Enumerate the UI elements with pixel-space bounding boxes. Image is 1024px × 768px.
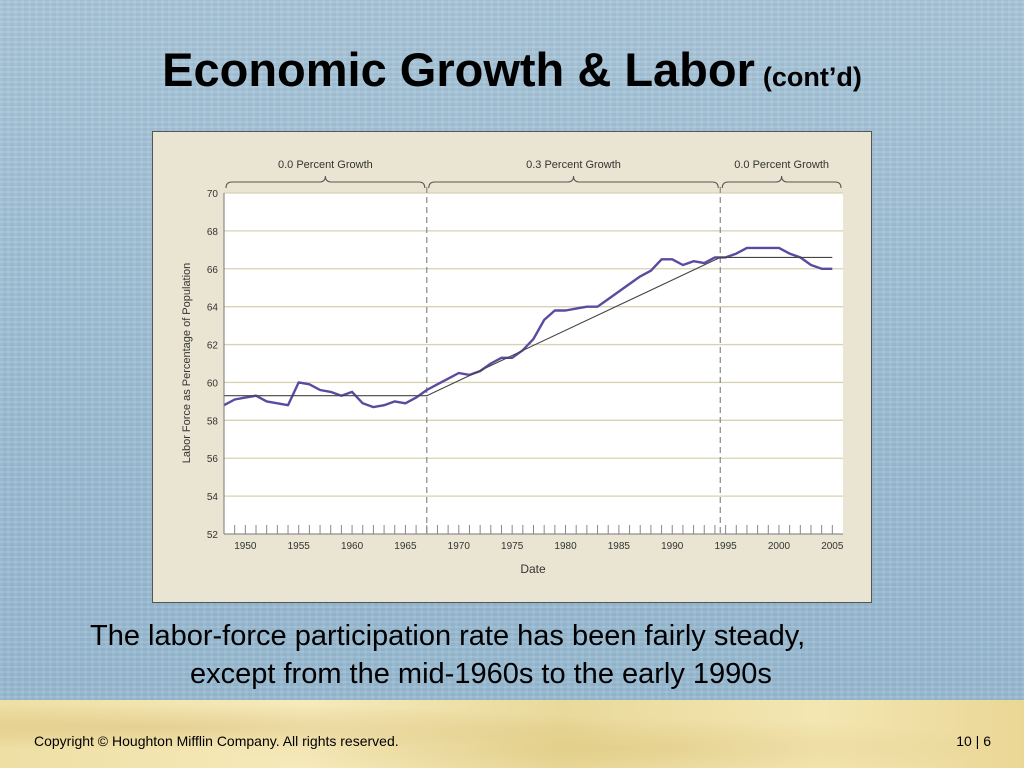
series-lines: [223, 246, 833, 409]
slide-title-main: Economic Growth & Labor: [162, 43, 755, 96]
x-tick-label: 1950: [234, 541, 257, 552]
x-tick-label: 1965: [394, 541, 417, 552]
chart-panel: 1950 1955 1960 1965 1970 1975 1980 1985 1990 1995…: [152, 131, 872, 603]
period-bracket: [225, 175, 426, 189]
copyright-text: Copyright © Houghton Mifflin Company. Al…: [34, 733, 399, 749]
period-label: 0.0 Percent Growth: [734, 159, 829, 171]
x-tick-labels: 1950 1955 1960 1965 1970 1975 1980 1985 1990 1995…: [234, 541, 844, 552]
period-label: 0.0 Percent Growth: [278, 159, 373, 171]
x-tick-label: 1985: [608, 541, 631, 552]
y-tick-labels: 52 54 56 58 60 62 64 66 68 70: [207, 189, 219, 541]
slide-title: Economic Growth & Labor (cont’d): [0, 42, 1024, 105]
series-line-participation: [223, 246, 833, 409]
x-axis-label: Date: [520, 562, 546, 576]
x-tick-label: 1975: [501, 541, 524, 552]
y-tick-label: 68: [207, 227, 219, 238]
y-tick-label: 64: [207, 303, 219, 314]
x-tick-label: 1970: [448, 541, 471, 552]
period-annotations: 0.0 Percent Growth 0.3 Percent Growth 0.0 …: [225, 159, 842, 534]
period-bracket: [721, 175, 842, 189]
x-tick-label: 1990: [661, 541, 684, 552]
caption: The labor-force participation rate has b…: [90, 617, 950, 693]
period-bracket: [428, 175, 719, 189]
series-line-trend: [224, 256, 833, 397]
x-tick-label: 2005: [821, 541, 844, 552]
y-tick-label: 54: [207, 492, 219, 503]
plot-area: [224, 193, 843, 534]
slide-title-suffix: (cont’d): [762, 62, 862, 92]
y-tick-label: 56: [207, 454, 219, 465]
grid-lines: [224, 192, 843, 497]
y-tick-label: 52: [207, 530, 219, 541]
chart: 1950 1955 1960 1965 1970 1975 1980 1985 1990 1995…: [181, 159, 844, 576]
y-tick-label: 60: [207, 378, 219, 389]
y-axis-label: Labor Force as Percentage of Population: [181, 263, 193, 464]
x-tick-label: 1995: [714, 541, 737, 552]
y-tick-label: 66: [207, 265, 219, 276]
caption-line-1: The labor-force participation rate has b…: [90, 620, 806, 652]
y-tick-label: 62: [207, 341, 219, 352]
y-tick-label: 58: [207, 416, 219, 427]
x-tick-label: 1980: [554, 541, 577, 552]
period-label: 0.3 Percent Growth: [526, 159, 621, 171]
caption-line-2: except from the mid-1960s to the early 1…: [190, 658, 772, 690]
x-tick-label: 1955: [288, 541, 311, 552]
page-number: 10 | 6: [956, 733, 991, 749]
x-tick-label: 1960: [341, 541, 364, 552]
y-tick-label: 70: [207, 189, 219, 200]
footer-band: [0, 700, 1024, 768]
x-tick-label: 2000: [768, 541, 791, 552]
